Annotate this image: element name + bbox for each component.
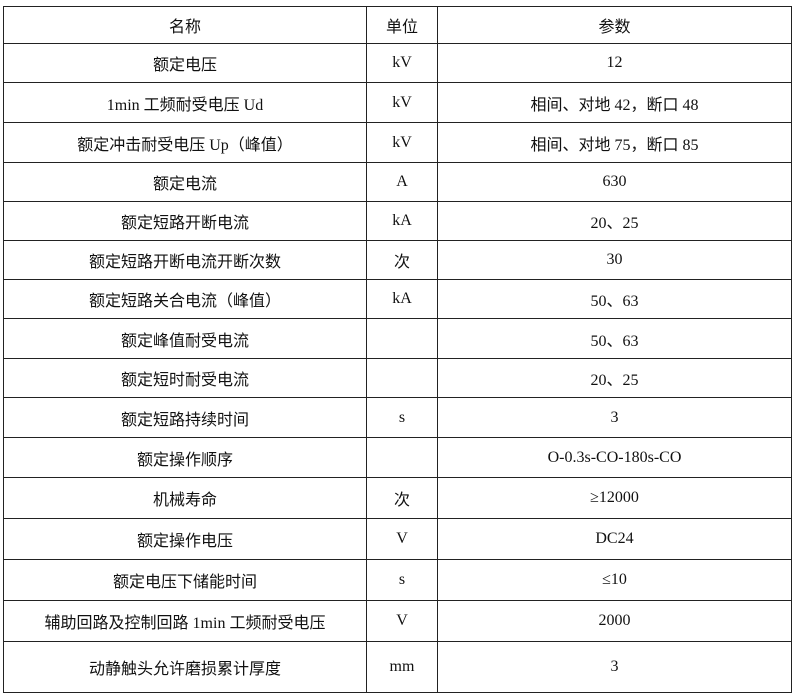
param-unit-cell: kA	[366, 279, 438, 319]
param-name-cell: 额定峰值耐受电流	[3, 318, 367, 359]
param-unit-cell: kV	[366, 82, 438, 123]
param-value-cell: 630	[437, 162, 792, 202]
param-name-cell: 额定电流	[3, 162, 367, 202]
param-name-cell: 额定短路开断电流	[3, 201, 367, 241]
param-value-cell: 3	[437, 397, 792, 438]
param-value-cell: 2000	[437, 600, 792, 642]
param-value-cell: 相间、对地 42，断口 48	[437, 82, 792, 123]
param-name-cell: 动静触头允许磨损累计厚度	[3, 641, 367, 693]
param-unit-cell: kA	[366, 201, 438, 241]
param-unit-cell: V	[366, 600, 438, 642]
table-row: 额定操作顺序 O-0.3s-CO-180s-CO	[3, 437, 792, 478]
param-value-cell: 30	[437, 240, 792, 280]
param-unit-cell: s	[366, 559, 438, 601]
param-name-cell: 机械寿命	[3, 477, 367, 519]
param-value-cell: 50、63	[437, 279, 792, 319]
header-value: 参数	[437, 6, 792, 44]
param-value-cell: O-0.3s-CO-180s-CO	[437, 437, 792, 478]
param-unit-cell: mm	[366, 641, 438, 693]
header-name: 名称	[3, 6, 367, 44]
param-unit-cell	[366, 318, 438, 359]
param-value-cell: ≥12000	[437, 477, 792, 519]
param-unit-cell	[366, 437, 438, 478]
table-row: 额定短路开断电流开断次数次 30	[3, 240, 792, 280]
table-row: 额定短路持续时间 s 3	[3, 397, 792, 438]
table-row: 机械寿命次 ≥12000	[3, 477, 792, 519]
param-value-cell: 相间、对地 75，断口 85	[437, 122, 792, 163]
table-row: 额定短路开断电流 kA 20、25	[3, 201, 792, 241]
param-name-cell: 额定操作电压	[3, 518, 367, 560]
param-unit-cell: V	[366, 518, 438, 560]
param-value-cell: 20、25	[437, 358, 792, 398]
table-row: 额定短路关合电流（峰值） kA 50、63	[3, 279, 792, 319]
table-row: 额定电压 kV 12	[3, 43, 792, 83]
param-name-cell: 额定短路开断电流开断次数	[3, 240, 367, 280]
param-name-cell: 1min 工频耐受电压 Ud	[3, 82, 367, 123]
param-name-cell: 额定短路关合电流（峰值）	[3, 279, 367, 319]
table-row: 额定电压下储能时间 s ≤10	[3, 559, 792, 601]
table-row: 额定操作电压 V DC24	[3, 518, 792, 560]
param-value-cell: 20、25	[437, 201, 792, 241]
param-unit-cell	[366, 358, 438, 398]
param-value-cell: ≤10	[437, 559, 792, 601]
param-unit-cell: kV	[366, 43, 438, 83]
param-unit-cell: s	[366, 397, 438, 438]
parameters-table: 名称 单位 参数 额定电压 kV 12 1min 工频耐受电压 Ud kV 相间、对地 4…	[3, 6, 792, 693]
table-row: 额定峰值耐受电流 50、63	[3, 318, 792, 359]
param-unit-cell: kV	[366, 122, 438, 163]
header-unit: 单位	[366, 6, 438, 44]
param-value-cell: DC24	[437, 518, 792, 560]
table-row: 额定冲击耐受电压 Up（峰值） kV 相间、对地 75，断口 85	[3, 122, 792, 163]
param-name-cell: 额定短路持续时间	[3, 397, 367, 438]
param-value-cell: 12	[437, 43, 792, 83]
param-name-cell: 额定操作顺序	[3, 437, 367, 478]
param-name-cell: 辅助回路及控制回路 1min 工频耐受电压	[3, 600, 367, 642]
param-unit-cell: 次	[366, 240, 438, 280]
param-name-cell: 额定冲击耐受电压 Up（峰值）	[3, 122, 367, 163]
header-row: 名称 单位 参数	[3, 6, 792, 44]
param-unit-cell: 次	[366, 477, 438, 519]
table-row: 1min 工频耐受电压 Ud kV 相间、对地 42，断口 48	[3, 82, 792, 123]
param-value-cell: 50、63	[437, 318, 792, 359]
param-name-cell: 额定电压下储能时间	[3, 559, 367, 601]
table-row: 辅助回路及控制回路 1min 工频耐受电压 V 2000	[3, 600, 792, 642]
param-name-cell: 额定短时耐受电流	[3, 358, 367, 398]
table-row: 动静触头允许磨损累计厚度 mm 3	[3, 641, 792, 693]
table-row: 额定电流 A 630	[3, 162, 792, 202]
param-name-cell: 额定电压	[3, 43, 367, 83]
param-unit-cell: A	[366, 162, 438, 202]
table-row: 额定短时耐受电流 20、25	[3, 358, 792, 398]
param-value-cell: 3	[437, 641, 792, 693]
